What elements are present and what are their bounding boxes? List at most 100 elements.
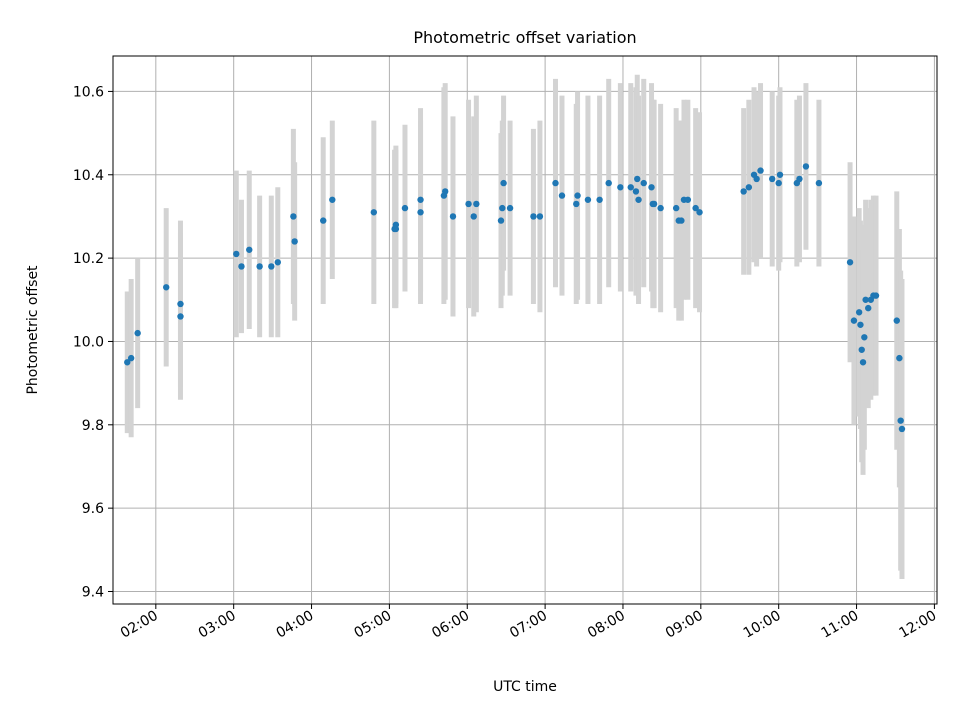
x-tick-label: 04:00 [274, 608, 317, 642]
data-point [233, 250, 240, 258]
data-point [401, 204, 409, 212]
data-point [274, 259, 281, 266]
data-point [596, 196, 603, 203]
data-point [473, 200, 480, 208]
data-point [238, 263, 245, 270]
data-point [648, 184, 655, 191]
y-axis-label: Photometric offset [25, 265, 41, 395]
data-point [657, 204, 664, 212]
x-tick-label: 05:00 [351, 608, 394, 642]
data-point [465, 200, 472, 208]
data-point [617, 184, 624, 191]
data-point [329, 196, 336, 203]
data-point [506, 204, 514, 212]
data-point [872, 292, 880, 299]
x-tick-label: 08:00 [585, 608, 628, 642]
data-point [497, 217, 505, 224]
data-point [177, 313, 184, 320]
data-point [640, 179, 647, 187]
data-point [573, 200, 580, 208]
data-point [574, 192, 581, 199]
data-point [417, 196, 424, 203]
grid [113, 56, 937, 604]
data-point [500, 179, 507, 187]
x-tick-label: 07:00 [507, 608, 550, 642]
data-point [684, 196, 692, 203]
y-tick-label: 10.0 [73, 334, 104, 350]
data-points [124, 163, 906, 433]
data-point [320, 217, 327, 224]
data-point [392, 225, 400, 233]
data-point [802, 163, 810, 170]
data-point [898, 425, 906, 433]
data-point [290, 213, 297, 220]
data-point [855, 309, 863, 316]
data-point [127, 354, 135, 362]
data-point [370, 209, 378, 216]
data-point [859, 359, 867, 366]
y-tick-label: 10.4 [73, 168, 104, 184]
data-point [865, 304, 872, 312]
x-axis-label: UTC time [493, 679, 557, 695]
data-point [696, 209, 703, 216]
data-point [796, 175, 803, 183]
plot-frame [112, 55, 938, 605]
y-tick-label: 10.6 [73, 84, 104, 100]
x-tick-label: 11:00 [819, 608, 862, 642]
data-point [850, 317, 858, 324]
data-point [552, 179, 559, 187]
data-point [776, 171, 784, 178]
data-point [897, 417, 904, 424]
data-point [650, 200, 658, 208]
x-tick-label: 10:00 [741, 608, 784, 642]
data-point [635, 196, 642, 203]
data-point [846, 259, 854, 266]
data-point [499, 204, 506, 212]
data-point [862, 296, 869, 303]
y-tick-label: 9.8 [82, 418, 104, 434]
data-point [775, 179, 782, 187]
data-point [753, 175, 760, 183]
data-point [858, 346, 865, 353]
data-point [815, 179, 823, 187]
x-tick-label: 02:00 [118, 608, 161, 642]
data-point [861, 334, 868, 341]
data-point [536, 213, 544, 220]
data-point [745, 184, 753, 191]
data-point [769, 175, 776, 183]
x-tick-label: 12:00 [896, 608, 939, 642]
y-axis-ticks: 9.4 9.6 9.8 10.0 10.2 10.4 10.6 [73, 84, 113, 600]
data-point [757, 167, 764, 174]
data-point [740, 188, 747, 195]
data-point [441, 188, 449, 195]
data-point [246, 246, 253, 253]
y-tick-label: 9.4 [82, 584, 104, 600]
data-point [124, 359, 131, 366]
x-tick-label: 03:00 [196, 608, 239, 642]
error-bars [124, 74, 905, 579]
data-point [268, 263, 275, 270]
data-point [558, 192, 566, 199]
data-point [470, 213, 477, 220]
data-point [896, 354, 903, 362]
data-point [530, 213, 537, 220]
data-point [256, 263, 263, 270]
x-axis-ticks: 02:00 03:00 04:00 05:00 06:00 07:00 08:00 09:00… [118, 604, 939, 642]
data-point [417, 209, 424, 216]
data-point [692, 204, 699, 212]
data-point [632, 188, 640, 195]
data-point [291, 238, 298, 245]
x-tick-label: 06:00 [429, 608, 472, 642]
data-point [857, 321, 864, 328]
x-tick-label: 09:00 [663, 608, 706, 642]
data-point [672, 204, 680, 212]
data-point [605, 179, 612, 187]
data-point [627, 184, 634, 191]
data-point [177, 300, 184, 308]
chart-title: Photometric offset variation [413, 28, 636, 47]
y-tick-label: 9.6 [82, 501, 104, 517]
data-point [163, 284, 170, 291]
data-point [893, 317, 900, 324]
y-tick-label: 10.2 [73, 251, 104, 267]
